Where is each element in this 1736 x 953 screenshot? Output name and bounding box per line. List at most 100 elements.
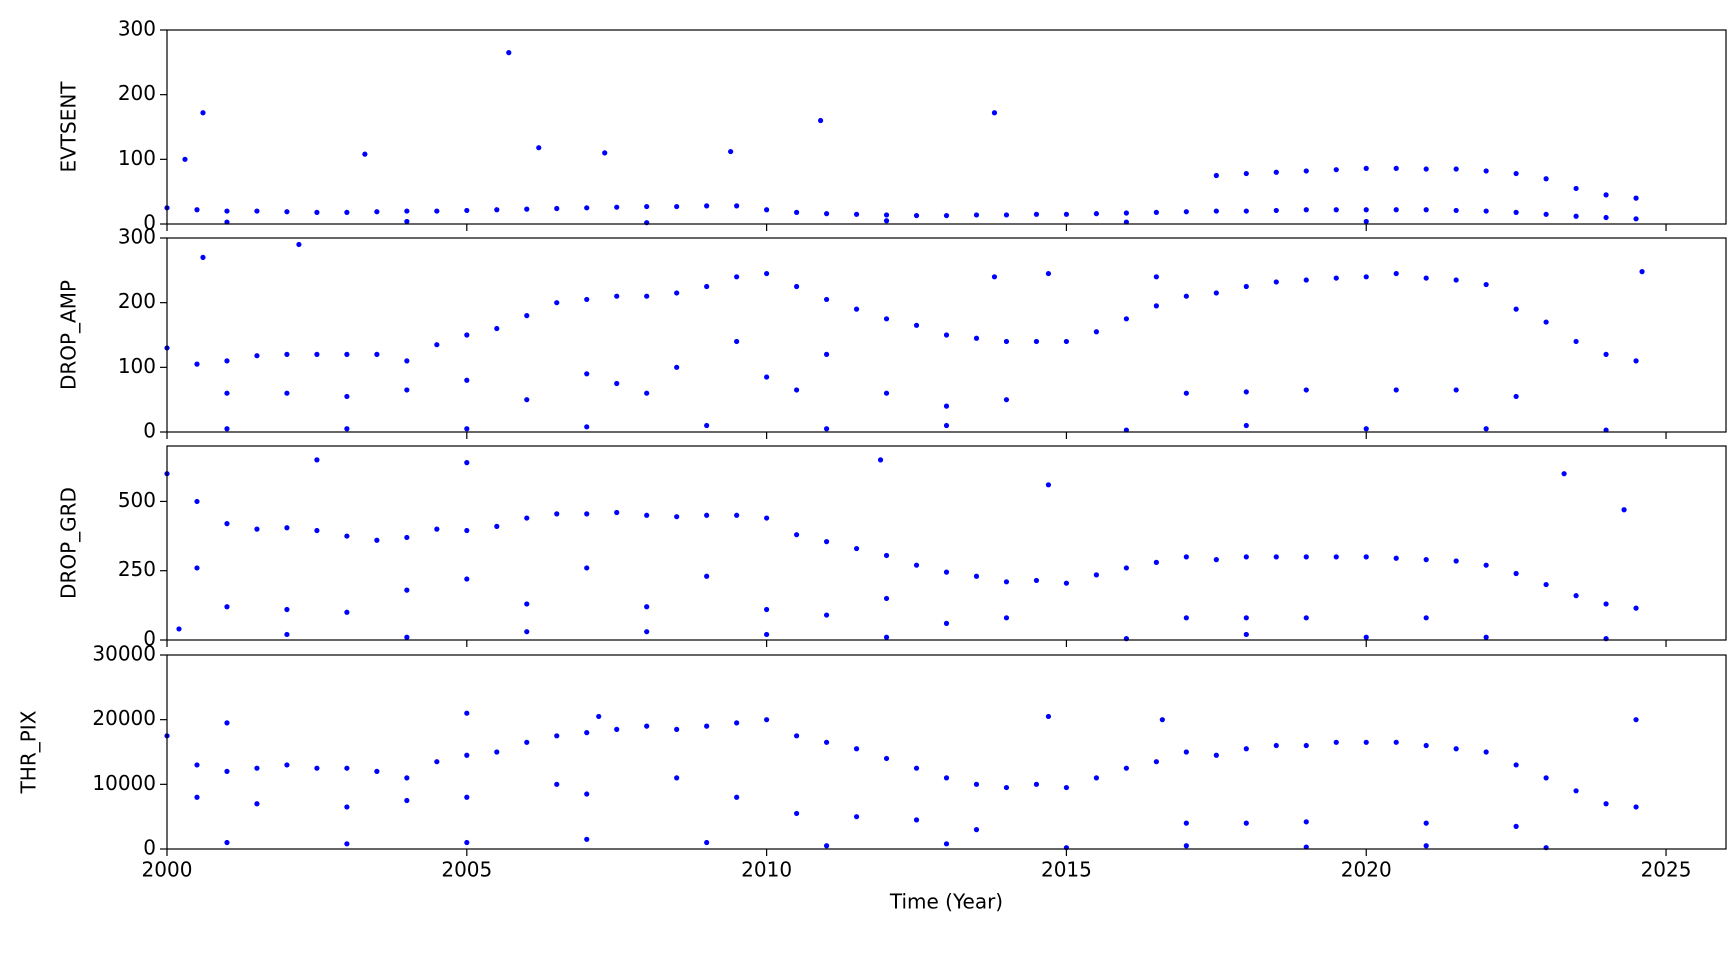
point (1513, 393, 1519, 400)
point (224, 839, 230, 846)
point (1303, 844, 1309, 850)
point (554, 300, 560, 306)
point (1633, 804, 1639, 810)
point (584, 565, 590, 571)
point (764, 207, 770, 213)
point (1003, 338, 1010, 345)
point (1123, 765, 1129, 771)
point (704, 203, 710, 209)
point (464, 839, 470, 846)
point (362, 151, 368, 157)
point (344, 609, 350, 615)
point (344, 533, 350, 539)
point (1183, 293, 1189, 299)
point (1573, 185, 1579, 192)
point (434, 759, 440, 765)
point (1423, 820, 1429, 826)
point (913, 562, 920, 568)
point (1423, 275, 1429, 281)
point (1633, 216, 1639, 222)
point (1123, 316, 1129, 322)
point (344, 426, 350, 432)
point (1333, 167, 1339, 173)
point (1603, 192, 1609, 198)
point (1639, 269, 1645, 275)
y-tick-label: 0 (143, 836, 156, 860)
point (734, 338, 740, 345)
point (1213, 172, 1219, 179)
y-tick-label: 200 (118, 81, 156, 105)
point (734, 512, 740, 518)
point (176, 626, 182, 632)
point (194, 498, 200, 505)
point (991, 274, 998, 280)
point (1273, 169, 1279, 175)
point (374, 351, 380, 357)
point (344, 393, 350, 400)
point (823, 539, 830, 545)
x-tick-label: 2000 (142, 858, 193, 882)
axes-frame (166, 237, 1727, 433)
y-tick-label: 0 (143, 419, 156, 443)
point (728, 148, 734, 155)
point (1483, 168, 1489, 174)
point (464, 332, 470, 338)
y-axis-label: EVTSENT (57, 81, 81, 173)
point (554, 511, 560, 517)
point (404, 208, 410, 214)
point (1033, 577, 1040, 584)
point (1033, 781, 1040, 787)
point (404, 358, 410, 364)
point (1543, 775, 1549, 781)
point (764, 374, 770, 380)
point (1483, 281, 1489, 288)
point (644, 723, 650, 729)
point (434, 526, 440, 532)
point (314, 209, 320, 215)
point (194, 565, 200, 571)
point (1423, 615, 1429, 621)
point (883, 595, 890, 602)
point (883, 755, 890, 762)
point (883, 212, 890, 218)
point (1273, 279, 1279, 285)
point (284, 762, 290, 768)
point (524, 397, 530, 403)
point (1363, 165, 1369, 171)
point (1483, 426, 1489, 432)
point (1273, 207, 1279, 214)
point (764, 515, 770, 521)
point (1093, 211, 1100, 217)
point (614, 293, 620, 299)
point (224, 604, 230, 610)
point (883, 218, 890, 224)
point (554, 733, 560, 739)
point (877, 457, 884, 463)
point (1183, 554, 1189, 560)
point (1033, 338, 1040, 345)
point (1243, 631, 1249, 638)
point (1153, 559, 1159, 566)
point (793, 733, 800, 739)
point (943, 403, 950, 409)
point (404, 218, 410, 225)
point (1333, 554, 1339, 560)
point (883, 552, 890, 559)
point (883, 634, 890, 640)
y-axis-label: DROP_AMP (57, 280, 81, 390)
point (1153, 274, 1159, 280)
point (1003, 784, 1010, 791)
point (614, 726, 620, 732)
point (1213, 290, 1219, 296)
x-axis-label: Time (Year) (889, 890, 1003, 914)
point (1603, 214, 1609, 221)
point (1573, 213, 1579, 219)
point (1483, 208, 1489, 214)
point (793, 810, 800, 817)
x-tick-label: 2010 (741, 858, 792, 882)
point (464, 377, 470, 383)
point (1213, 557, 1219, 563)
point (1363, 739, 1369, 745)
point (1243, 422, 1249, 429)
